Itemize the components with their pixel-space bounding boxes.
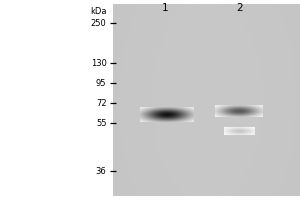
Text: 95: 95: [96, 78, 106, 88]
Text: 250: 250: [91, 19, 106, 27]
Text: kDa: kDa: [90, 6, 106, 16]
Text: 2: 2: [237, 3, 243, 13]
Text: 1: 1: [162, 3, 168, 13]
Text: 55: 55: [96, 118, 106, 128]
Bar: [112, 4, 300, 196]
Text: 36: 36: [96, 166, 106, 176]
Text: 72: 72: [96, 98, 106, 108]
Text: 130: 130: [91, 58, 106, 68]
